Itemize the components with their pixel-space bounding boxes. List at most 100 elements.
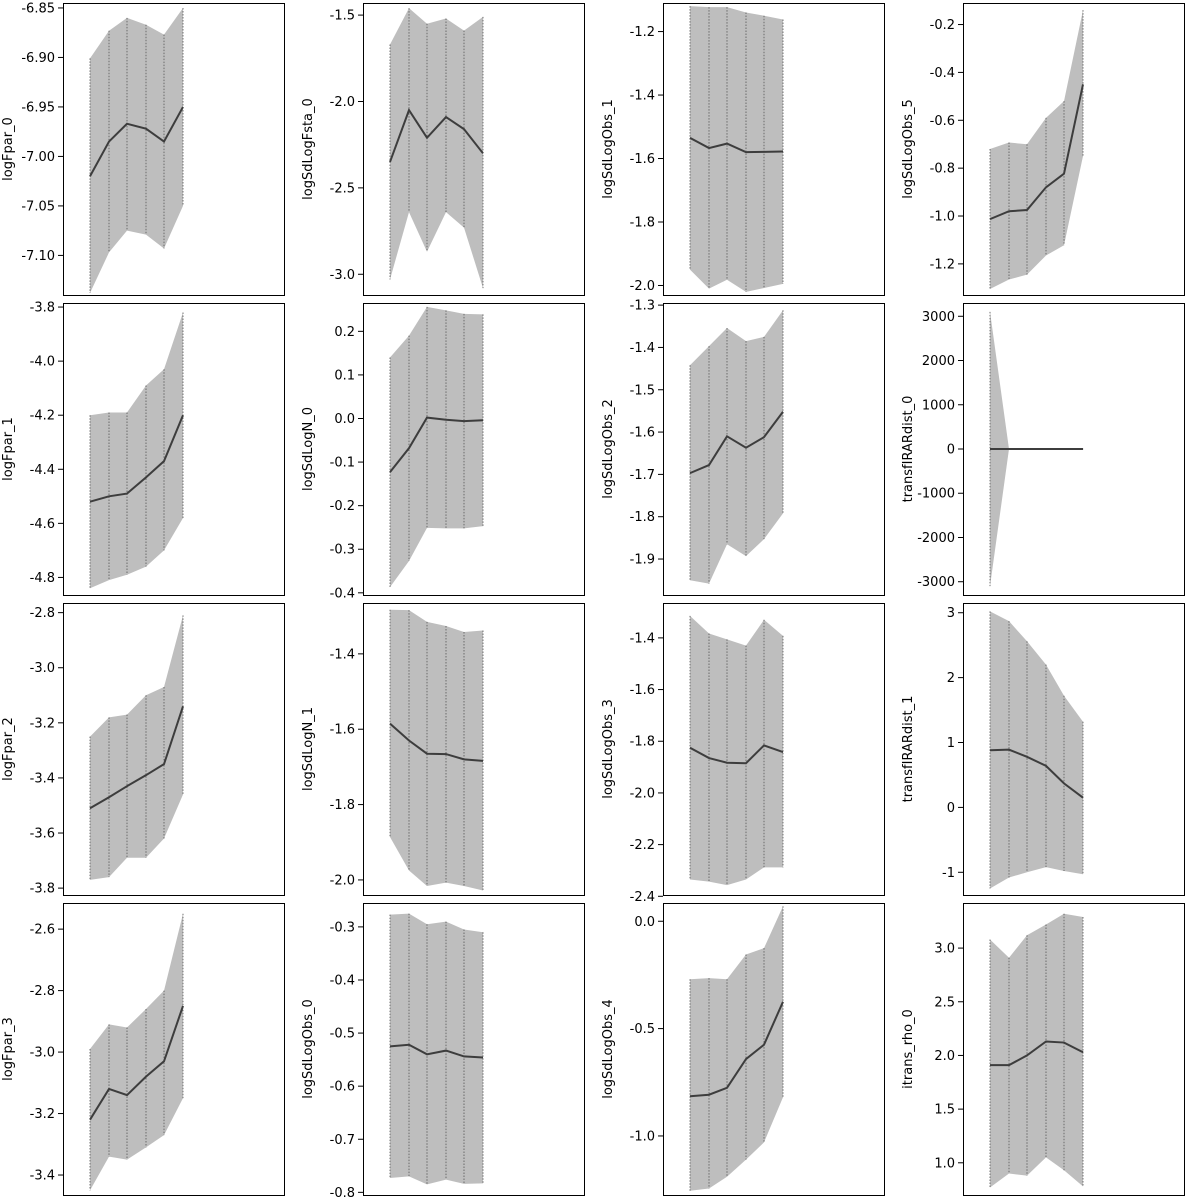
y-tick-label: -1.8 (330, 798, 355, 813)
mean-line (990, 1040, 1084, 1067)
y-tick-label: -1.6 (330, 723, 355, 738)
y-tick-label: -1.9 (630, 553, 655, 568)
mean-line (89, 1005, 184, 1121)
panel-frame (363, 3, 585, 296)
y-tick-label: -1.6 (630, 683, 655, 698)
y-tick-label: -2.5 (330, 181, 355, 196)
y-axis-title: itrans_rho_0 (901, 1009, 916, 1089)
panel-frame (663, 603, 885, 896)
y-tick-label: 0 (947, 443, 955, 458)
panel-logsdlogobs-1: -2.0 -1.8 -1.6 -1.4 -1.2 logSdLogObs_1 (601, 3, 885, 296)
y-tick-label: -0.5 (630, 1022, 655, 1037)
y-axis-title: logSdLogFsta_0 (301, 98, 316, 200)
y-tick-label: -0.3 (330, 543, 355, 558)
confidence-band (90, 7, 183, 294)
y-tick-label: -1.6 (630, 426, 655, 441)
y-axis-title: logSdLogN_0 (301, 407, 316, 491)
panel-logsdlogobs-3: -2.4 -2.2 -2.0 -1.8 -1.6 -1.4 logSdLogObs_3 (601, 603, 885, 905)
y-axis-title: logFpar_3 (1, 1017, 16, 1081)
y-tick-label: 1.5 (934, 1103, 955, 1118)
y-tick-label: -3000 (917, 575, 955, 590)
y-tick-label: -1.2 (930, 257, 955, 272)
y-tick-label: 3 (947, 606, 955, 621)
y-tick-label: -7.00 (21, 150, 55, 165)
y-tick-label: 1 (947, 736, 955, 751)
panel-logsdlogn-0: -0.4 -0.3 -0.2 -0.1 0.0 0.1 0.2 logSdLogN_0 (301, 303, 585, 601)
y-tick-label: -1.4 (630, 89, 655, 104)
confidence-band (690, 310, 783, 584)
y-tick-label: -1.4 (630, 341, 655, 356)
y-tick-label: -2.2 (630, 838, 655, 853)
panel-itrans-rho-0: 1.0 1.5 2.0 2.5 3.0 itrans_rho_0 (901, 903, 1185, 1196)
mean-line (689, 411, 784, 475)
y-tick-label: 2.0 (934, 1049, 955, 1064)
mean-line (389, 1043, 484, 1059)
y-tick-label: -3.8 (30, 882, 55, 897)
y-tick-label: -1000 (917, 487, 955, 502)
panel-frame (663, 3, 885, 296)
y-tick-label: -7.05 (21, 199, 55, 214)
y-tick-label: -0.8 (930, 162, 955, 177)
y-axis-title: logSdLogObs_5 (901, 99, 916, 199)
y-tick-label: -6.90 (21, 51, 55, 66)
y-tick-label: -1.4 (630, 631, 655, 646)
panel-frame (363, 603, 585, 896)
y-axis-title: logSdLogObs_0 (301, 999, 316, 1099)
y-tick-label: -2.0 (630, 786, 655, 801)
y-tick-label: -0.4 (330, 973, 355, 988)
panel-logfpar-3: -3.4 -3.2 -3.0 -2.8 -2.6 logFpar_3 (1, 903, 285, 1196)
y-tick-label: -1.7 (630, 468, 655, 483)
panel-logfpar-2: -3.8 -3.6 -3.4 -3.2 -3.0 -2.8 logFpar_2 (1, 603, 285, 897)
panel-frame (63, 903, 285, 1196)
mean-line (389, 722, 484, 762)
y-tick-label: -3.0 (30, 1046, 55, 1061)
y-tick-label: -2.0 (330, 95, 355, 110)
y-tick-label: 1000 (922, 398, 955, 413)
panel-frame (963, 903, 1185, 1196)
panel-frame (63, 603, 285, 896)
y-tick-label: 0.1 (334, 368, 355, 383)
mean-line (89, 705, 184, 810)
confidence-band (390, 913, 483, 1185)
y-tick-label: 1.0 (934, 1156, 955, 1171)
y-axis-title: logFpar_2 (1, 717, 16, 781)
y-tick-label: -1.8 (630, 510, 655, 525)
y-tick-label: -0.4 (330, 586, 355, 601)
y-tick-label: -6.85 (21, 1, 55, 16)
y-tick-label: 2000 (922, 354, 955, 369)
confidence-band (90, 615, 183, 880)
confidence-band (90, 312, 183, 589)
confidence-band (690, 6, 783, 292)
y-tick-label: -3.4 (30, 1169, 55, 1184)
y-tick-label: -3.0 (330, 268, 355, 283)
panel-frame (363, 903, 585, 1196)
panel-logsdlogobs-5: -1.2 -1.0 -0.8 -0.6 -0.4 -0.2 logSdLogObs_5 (901, 3, 1185, 296)
y-tick-label: -0.3 (330, 920, 355, 935)
y-tick-label: -4.6 (30, 517, 55, 532)
y-axis-title: logFpar_1 (1, 417, 16, 481)
y-axis-title: logSdLogN_1 (301, 707, 316, 791)
y-axis-title: logSdLogObs_3 (601, 699, 616, 799)
confidence-band (390, 306, 483, 588)
y-tick-label: -4.2 (30, 409, 55, 424)
mean-line (989, 84, 1084, 221)
y-tick-label: 3.0 (934, 942, 955, 957)
y-tick-label: -2.0 (330, 873, 355, 888)
panel-transfirardist-1: -1 0 1 2 3 transfIRARdist_1 (901, 603, 1185, 896)
y-tick-label: -0.7 (330, 1133, 355, 1148)
panel-logsdlogobs-2: -1.9 -1.8 -1.7 -1.6 -1.5 -1.4 -1.3 logSdLogObs_… (601, 299, 885, 596)
y-tick-label: 0.2 (334, 325, 355, 340)
y-tick-label: -7.10 (21, 249, 55, 264)
y-tick-label: 0 (947, 801, 955, 816)
panel-logsdlogobs-0: -0.8 -0.7 -0.6 -0.5 -0.4 -0.3 logSdLogObs_0 (301, 903, 585, 1200)
y-tick-label: -0.5 (330, 1027, 355, 1042)
panel-transfirardist-0: -3000 -2000 -1000 0 1000 2000 3000 transfIRARdi… (901, 303, 1185, 596)
confidence-band (390, 8, 483, 289)
y-tick-label: -1.8 (630, 216, 655, 231)
y-tick-label: -0.6 (930, 114, 955, 129)
mean-line (689, 137, 784, 154)
y-tick-label: -3.2 (30, 1107, 55, 1122)
panel-logfpar-1: -4.8 -4.6 -4.4 -4.2 -4.0 -3.8 logFpar_1 (1, 301, 285, 596)
confidence-band (390, 609, 483, 891)
